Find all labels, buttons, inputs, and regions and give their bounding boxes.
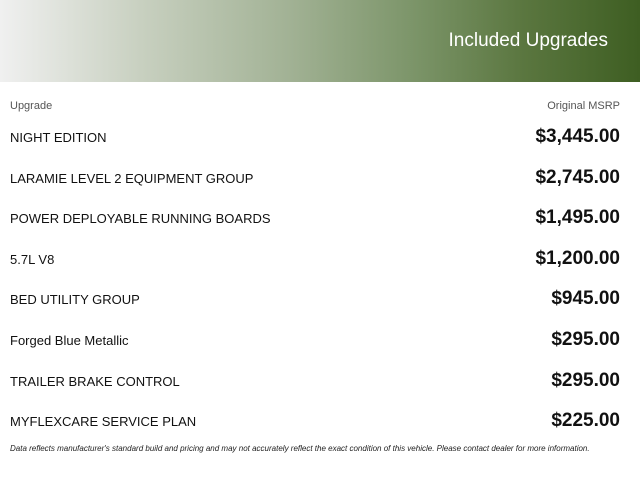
list-item: 5.7L V8 $1,200.00 <box>10 247 620 270</box>
list-item: NIGHT EDITION $3,445.00 <box>10 126 620 148</box>
upgrade-price: $225.00 <box>551 410 620 432</box>
column-header-upgrade: Upgrade <box>10 100 53 112</box>
upgrade-name: Forged Blue Metallic <box>10 333 129 348</box>
upgrade-name: LARAMIE LEVEL 2 EQUIPMENT GROUP <box>10 170 254 186</box>
upgrade-price: $295.00 <box>551 329 620 350</box>
list-item: TRAILER BRAKE CONTROL $295.00 <box>10 369 620 392</box>
upgrade-price: $1,495.00 <box>535 207 620 229</box>
list-item: Forged Blue Metallic $295.00 <box>10 329 620 351</box>
upgrade-name: 5.7L V8 <box>10 251 55 267</box>
page-title: Included Upgrades <box>448 30 609 51</box>
upgrade-price: $2,745.00 <box>535 166 620 188</box>
header-banner: Included Upgrades <box>0 0 640 82</box>
upgrade-name: BED UTILITY GROUP <box>10 292 140 308</box>
column-header-msrp: Original MSRP <box>547 100 620 112</box>
upgrade-name: POWER DEPLOYABLE RUNNING BOARDS <box>10 211 271 227</box>
list-item: POWER DEPLOYABLE RUNNING BOARDS $1,495.00 <box>10 207 620 229</box>
upgrade-price: $295.00 <box>551 369 620 391</box>
upgrade-name: TRAILER BRAKE CONTROL <box>10 373 180 389</box>
upgrade-name: NIGHT EDITION <box>10 130 107 145</box>
list-item: MYFLEXCARE SERVICE PLAN $225.00 <box>10 410 620 432</box>
list-item: LARAMIE LEVEL 2 EQUIPMENT GROUP $2,745.00 <box>10 166 620 189</box>
upgrade-price: $945.00 <box>551 288 620 310</box>
upgrade-price: $1,200.00 <box>535 247 620 269</box>
list-item: BED UTILITY GROUP $945.00 <box>10 288 620 310</box>
upgrade-name: MYFLEXCARE SERVICE PLAN <box>10 414 197 430</box>
disclaimer: Data reflects manufacturer's standard bu… <box>10 444 590 453</box>
upgrade-price: $3,445.00 <box>535 126 620 147</box>
